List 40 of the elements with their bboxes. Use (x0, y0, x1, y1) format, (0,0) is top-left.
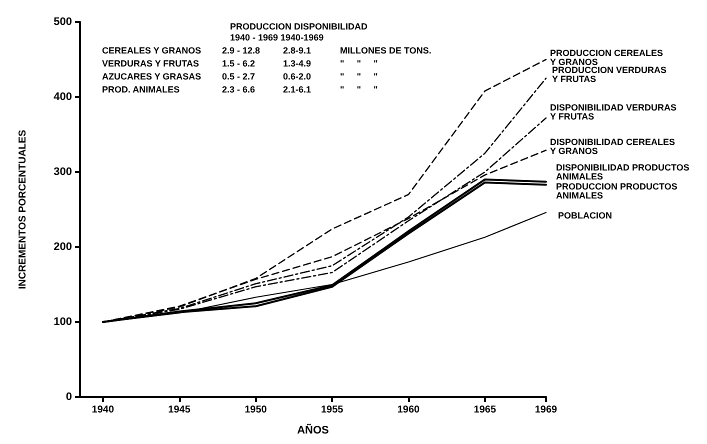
x-tick-label: 1965 (474, 404, 496, 416)
series-label: PRODUCCION VERDURAS Y FRUTAS (552, 64, 667, 84)
annotation: " " " (340, 58, 378, 68)
series-label: PRODUCCION PRODUCTOS ANIMALES (556, 181, 678, 200)
x-tick-label: 1960 (397, 404, 420, 416)
y-tick-label: 500 (54, 16, 72, 28)
y-tick-label: 400 (54, 91, 72, 103)
annotation: 2.9 - 12.8 (222, 46, 260, 56)
x-tick-label: 1945 (168, 404, 191, 416)
y-tick-label: 200 (54, 241, 72, 253)
annotation: PRODUCCION DISPONIBILIDAD (230, 22, 368, 32)
annotation: 0.6-2.0 (283, 72, 312, 82)
x-tick-label: 1940 (92, 404, 114, 416)
series-label: POBLACION (558, 210, 612, 220)
annotation: 1.3-4.9 (283, 58, 312, 68)
y-tick-label: 100 (54, 316, 72, 328)
x-tick-label: 1950 (244, 404, 268, 416)
series-label: DISPONIBILIDAD CEREALES Y GRANOS (550, 136, 676, 156)
annotation: 2.1-6.1 (283, 84, 312, 94)
annotation: AZUCARES Y GRASAS (102, 72, 202, 82)
annotation: 1940 - 1969 1940-1969 (230, 32, 324, 42)
annotation: 1.5 - 6.2 (222, 58, 256, 68)
series-label: DISPONIBILIDAD PRODUCTOS ANIMALES (556, 162, 690, 182)
x-tick-label: 1955 (320, 404, 344, 416)
y-tick-label: 0 (66, 391, 72, 403)
annotation: PROD. ANIMALES (102, 84, 180, 94)
y-tick-label: 300 (54, 166, 72, 178)
series-label: DISPONIBILIDAD VERDURAS Y FRUTAS (550, 102, 677, 122)
annotation: VERDURAS Y FRUTAS (102, 58, 200, 68)
annotation: CEREALES Y GRANOS (102, 46, 202, 56)
annotation: 2.3 - 6.6 (222, 84, 256, 94)
annotation: MILLONES DE TONS. (340, 46, 432, 56)
annotation: 2.8-9.1 (283, 46, 312, 56)
x-axis-title: AÑOS (297, 424, 329, 436)
x-tick-label: 1969 (534, 404, 558, 416)
y-axis-title: INCREMENTOS PORCENTUALES (18, 130, 28, 290)
annotation: " " " (340, 72, 378, 82)
annotation: 0.5 - 2.7 (222, 72, 256, 82)
series-label: PRODUCCION CEREALES Y GRANOS (550, 48, 664, 67)
annotation: " " " (340, 84, 378, 94)
